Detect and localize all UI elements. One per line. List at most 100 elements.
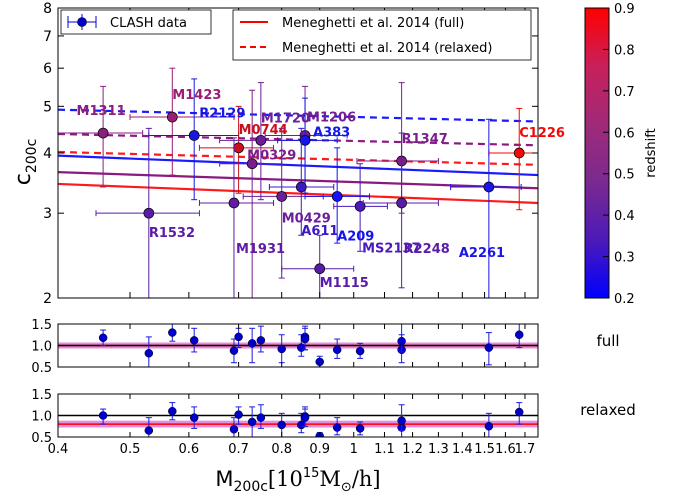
ratio-relaxed-label: relaxed	[580, 401, 636, 419]
ratio-marker	[144, 348, 154, 358]
cluster-marker	[483, 181, 495, 193]
cluster-marker	[513, 147, 525, 159]
legend-models: Meneghetti et al. 2014 (full) Meneghetti…	[232, 9, 532, 61]
ratio-point	[234, 406, 243, 425]
ratio-marker	[514, 330, 524, 339]
model-line-solid-0	[58, 154, 538, 177]
cluster-marker	[228, 197, 240, 209]
y-axis-label-sub: 200c	[24, 139, 40, 173]
ratio-point	[484, 332, 494, 366]
cluster-label-A2261: A2261	[459, 246, 505, 261]
cluster-M1423	[129, 67, 235, 176]
cluster-label-M1720: M1720	[261, 111, 310, 126]
ratio-marker	[277, 344, 286, 354]
ratio-marker	[397, 336, 406, 346]
cluster-label-R1532: R1532	[149, 226, 195, 241]
ratio-marker	[98, 333, 108, 343]
main-y-ticks: 2 3 4 5 6 7 8	[43, 1, 538, 307]
model-line-dashed-5	[58, 150, 538, 166]
legend-marker	[77, 17, 87, 27]
x-axis-label-unit: [10	[268, 467, 303, 491]
y-tick-label: 6	[43, 61, 52, 77]
ratio-y-tick-label: 1.0	[31, 410, 52, 425]
y-axis-label: c200c	[11, 139, 40, 186]
model-line-dashed-4	[58, 132, 538, 147]
cluster-marker	[166, 111, 178, 123]
cluster-M1115	[281, 234, 355, 298]
ratio-point	[397, 324, 406, 353]
ratio-point	[168, 402, 177, 421]
cluster-C1226	[488, 107, 538, 211]
ratio-point	[98, 408, 108, 425]
ratio-point	[355, 342, 365, 359]
y-axis-label-main: c	[11, 173, 36, 185]
ratio-point	[355, 421, 365, 436]
cluster-label-M0744: M0744	[239, 123, 288, 138]
cluster-marker	[255, 134, 267, 146]
ratio-y-tick-label: 1.5	[31, 388, 52, 403]
model-line-solid-1	[58, 171, 538, 190]
colorbar-tick-label: 0.7	[614, 85, 635, 100]
ratio-marker	[98, 411, 108, 420]
colorbar-tick-label: 0.3	[614, 251, 635, 266]
colorbar: 0.9 0.8 0.7 0.6 0.5 0.4 0.3 0.2 redshift	[584, 2, 659, 307]
cluster-M1720	[219, 82, 306, 201]
colorbar-tick-label: 0.2	[614, 292, 635, 307]
ratio-marker	[297, 343, 306, 352]
x-axis-label-sub: 200c	[234, 479, 268, 495]
colorbar-tick-label: 0.5	[614, 168, 635, 183]
ratio-point	[484, 412, 494, 437]
ratio-point	[229, 417, 239, 437]
x-tick-label: 1.5	[474, 442, 495, 457]
colorbar-tick-label: 0.8	[614, 43, 635, 58]
x-tick-label: 1.3	[428, 442, 449, 457]
ratio-point	[144, 336, 154, 367]
x-tick-label: 1.4	[452, 442, 473, 457]
ratio-marker	[484, 343, 494, 352]
cluster-marker	[295, 181, 307, 193]
x-tick-label: 1.7	[515, 442, 536, 457]
ratio-point	[256, 404, 266, 429]
cluster-M1311	[58, 85, 144, 188]
ratio-marker	[247, 417, 257, 427]
model-lines	[58, 108, 538, 205]
x-axis-label-unit3: /h]	[352, 467, 381, 491]
x-tick-label: 0.4	[48, 442, 69, 457]
cluster-label-R2248: R2248	[404, 242, 450, 257]
cluster-marker	[396, 197, 407, 209]
ratio-marker	[189, 336, 199, 345]
x-tick-label: 0.9	[309, 442, 330, 457]
x-tick-label: 0.5	[120, 442, 141, 457]
ratio-marker	[189, 413, 199, 422]
ratio-point	[514, 402, 524, 425]
y-tick-label: 3	[43, 206, 52, 222]
ratio-marker	[355, 424, 365, 433]
ratio-marker	[332, 345, 342, 355]
ratio-marker	[300, 334, 310, 344]
cluster-A611	[268, 127, 335, 236]
x-axis-label-exp: 15	[303, 466, 320, 481]
cluster-label-A611: A611	[301, 224, 338, 239]
ratio-marker	[514, 407, 524, 417]
colorbar-ticks: 0.9 0.8 0.7 0.6 0.5 0.4 0.3 0.2	[603, 2, 635, 307]
y-tick-label: 4	[43, 146, 52, 162]
cluster-marker	[331, 191, 343, 202]
ratio-marker	[234, 410, 243, 419]
ratio-marker	[229, 346, 239, 355]
ratio-panel-relaxed: 1.51.00.5 relaxed 0.4 0.5 0.6 0.7 0.8 0.9 1 1.1…	[31, 388, 635, 457]
bottom-x-ticks: 0.4 0.5 0.6 0.7 0.8 0.9 1 1.1 1.2 1.3 1.4 1.5 1.61.7	[48, 442, 536, 457]
cluster-M0329	[219, 89, 283, 298]
cluster-label-M0329: M0329	[247, 149, 296, 164]
ratio-marker	[168, 406, 177, 416]
x-axis-label-sun: ⊙	[341, 480, 352, 495]
ratio-point	[247, 327, 257, 364]
y-tick-label: 8	[43, 1, 52, 17]
ratio-marker	[234, 332, 243, 342]
x-axis-label-main: M	[215, 467, 233, 491]
ratio-point	[247, 406, 257, 437]
ratio-marker	[256, 336, 266, 345]
colorbar-label: redshift	[644, 128, 659, 177]
colorbar-tick-label: 0.4	[614, 209, 635, 224]
cluster-marker	[188, 130, 200, 141]
